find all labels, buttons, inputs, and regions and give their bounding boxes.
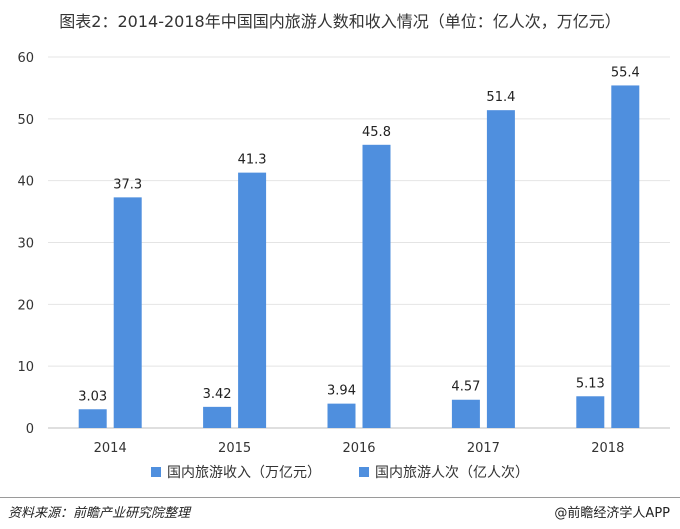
data-label-2017-series1: 4.57	[451, 380, 480, 395]
brand-credit: @前瞻经济学人APP	[554, 506, 670, 521]
x-tick-label-2018: 2018	[591, 441, 624, 456]
bar-2014-series2	[113, 197, 142, 428]
x-tick-label-2017: 2017	[467, 441, 500, 456]
data-label-2015-series2: 41.3	[238, 153, 267, 168]
legend-label-visitors: 国内旅游人次（亿人次）	[375, 465, 529, 481]
bars	[78, 85, 640, 429]
data-label-2018-series2: 55.4	[611, 65, 640, 80]
bar-2016-series1	[327, 403, 356, 428]
data-label-2014-series1: 3.03	[78, 389, 107, 404]
legend-label-revenue: 国内旅游收入（万亿元）	[167, 465, 321, 481]
bar-2017-series1	[451, 399, 480, 428]
bar-chart: 0 10 20 30 40 50 60 3.03 37.3 3.42 41.3 3.94 45.8 4.…	[17, 51, 670, 456]
x-tick-label-2015: 2015	[218, 441, 251, 456]
bar-2018-series1	[576, 396, 605, 428]
legend: 国内旅游收入（万亿元） 国内旅游人次（亿人次）	[0, 462, 680, 482]
data-label-2014-series2: 37.3	[113, 177, 142, 192]
y-tick-label-50: 50	[17, 113, 34, 128]
bar-2014-series1	[78, 409, 107, 428]
source-note: 资料来源：前瞻产业研究院整理	[8, 506, 191, 521]
legend-swatch-revenue	[151, 467, 161, 477]
data-labels: 3.03 37.3 3.42 41.3 3.94 45.8 4.57 51.4 5.13 55.4	[78, 65, 640, 404]
y-tick-label-0: 0	[26, 422, 34, 437]
legend-item-revenue: 国内旅游收入（万亿元）	[151, 462, 321, 482]
x-tick-label-2016: 2016	[342, 441, 375, 456]
legend-item-visitors: 国内旅游人次（亿人次）	[359, 462, 529, 482]
chart-title: 图表2：2014-2018年中国国内旅游人数和收入情况（单位：亿人次，万亿元）	[59, 12, 621, 31]
data-label-2016-series1: 3.94	[327, 384, 356, 399]
bar-2016-series2	[362, 144, 391, 428]
bar-2015-series1	[203, 406, 232, 428]
data-label-2017-series2: 51.4	[486, 90, 515, 105]
y-tick-label-30: 30	[17, 237, 34, 252]
y-tick-label-60: 60	[17, 51, 34, 66]
y-tick-label-20: 20	[17, 298, 34, 313]
data-label-2018-series1: 5.13	[576, 376, 605, 391]
bar-2015-series2	[238, 172, 267, 428]
y-axis-ticks: 0 10 20 30 40 50 60	[17, 51, 34, 437]
legend-swatch-visitors	[359, 467, 369, 477]
bar-2018-series2	[611, 85, 640, 429]
data-label-2016-series2: 45.8	[362, 125, 391, 140]
x-tick-label-2014: 2014	[94, 441, 127, 456]
bar-2017-series2	[486, 110, 515, 428]
data-label-2015-series1: 3.42	[203, 387, 232, 402]
x-axis-ticks: 2014 2015 2016 2017 2018	[94, 441, 625, 456]
y-tick-label-10: 10	[17, 360, 34, 375]
y-tick-label-40: 40	[17, 175, 34, 190]
footer-divider	[0, 497, 680, 498]
gridlines	[48, 56, 670, 429]
